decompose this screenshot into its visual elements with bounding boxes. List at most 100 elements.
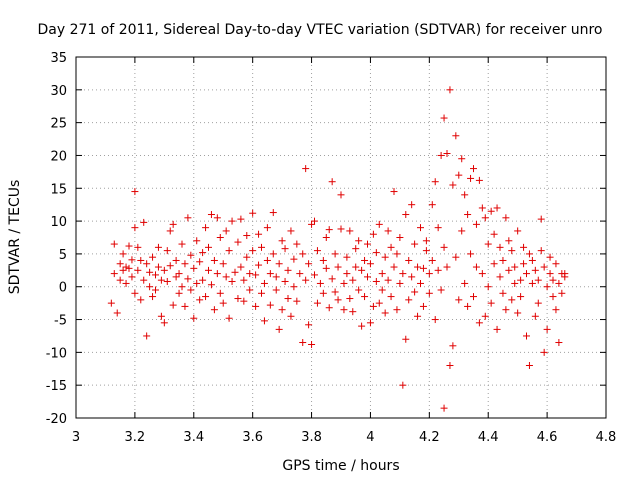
data-point <box>296 270 304 278</box>
data-point <box>278 237 286 245</box>
data-point <box>269 250 277 258</box>
data-point <box>399 381 407 389</box>
data-point <box>202 293 210 301</box>
data-point <box>113 309 121 317</box>
data-point <box>484 283 492 291</box>
data-point <box>361 293 369 301</box>
axis-ticks <box>75 56 607 419</box>
y-tick-label: -5 <box>54 314 67 329</box>
data-point <box>331 288 339 296</box>
data-point <box>281 277 289 285</box>
data-point <box>531 266 539 274</box>
data-point <box>213 270 221 278</box>
x-tick-label: 3 <box>72 430 80 445</box>
data-point <box>349 276 357 284</box>
data-point <box>358 266 366 274</box>
data-point <box>134 243 142 251</box>
data-point <box>402 211 410 219</box>
data-point <box>258 243 265 251</box>
data-point <box>343 253 351 261</box>
data-point <box>511 263 519 271</box>
data-point <box>225 314 233 322</box>
data-point <box>328 178 336 186</box>
data-point <box>299 250 307 258</box>
data-point <box>384 276 392 284</box>
data-point <box>549 293 557 301</box>
data-point <box>146 268 154 276</box>
data-point <box>278 306 286 314</box>
data-point <box>246 286 254 294</box>
data-point <box>381 309 389 317</box>
data-point <box>422 247 430 255</box>
data-point <box>502 306 510 314</box>
data-point <box>290 255 298 263</box>
data-point <box>431 178 439 186</box>
data-point <box>152 271 159 279</box>
data-point <box>464 211 472 219</box>
data-point <box>222 273 230 281</box>
data-point <box>378 270 386 278</box>
plot-area-frame <box>75 56 607 419</box>
x-tick-label: 4 <box>366 430 374 445</box>
data-point <box>417 279 424 287</box>
data-point <box>461 279 469 287</box>
data-point <box>302 276 310 284</box>
data-point <box>472 263 480 271</box>
data-point <box>193 279 201 287</box>
data-point <box>234 295 242 303</box>
data-point <box>131 289 139 297</box>
data-point <box>425 270 433 278</box>
data-point <box>496 273 504 281</box>
data-point <box>390 263 398 271</box>
data-point <box>319 256 327 264</box>
data-point <box>343 270 351 278</box>
data-point <box>369 302 377 310</box>
data-point <box>328 275 336 283</box>
y-tick-label: -15 <box>46 379 67 394</box>
data-point <box>213 214 221 222</box>
data-point <box>366 260 374 268</box>
data-point <box>146 283 154 291</box>
data-point <box>396 279 404 287</box>
data-point <box>128 256 136 264</box>
data-point <box>313 247 321 255</box>
x-tick-label: 4.8 <box>596 430 617 445</box>
data-point <box>549 276 557 284</box>
data-point <box>263 224 271 232</box>
data-point <box>402 335 410 343</box>
data-point <box>243 253 251 261</box>
data-point <box>381 253 389 261</box>
data-point <box>493 325 501 333</box>
data-point <box>434 266 442 274</box>
data-point <box>302 165 310 173</box>
data-point <box>222 227 230 235</box>
data-point <box>428 201 436 209</box>
data-point <box>546 253 554 261</box>
data-point <box>523 270 530 278</box>
data-point <box>505 237 513 245</box>
data-point <box>346 295 354 303</box>
data-point <box>490 230 498 238</box>
data-point <box>134 266 142 274</box>
data-point <box>184 214 192 222</box>
data-point <box>393 306 401 314</box>
data-point <box>255 261 263 269</box>
data-point <box>287 227 295 235</box>
data-point <box>364 240 371 248</box>
data-point <box>443 263 451 271</box>
y-tick-label: 25 <box>50 117 67 132</box>
data-point <box>470 293 477 301</box>
data-point <box>528 279 536 287</box>
data-point <box>396 234 404 241</box>
data-point <box>263 256 271 264</box>
data-point <box>520 243 528 251</box>
y-tick-label: 30 <box>50 84 67 99</box>
data-point <box>534 299 542 307</box>
data-point <box>240 276 248 284</box>
data-point <box>163 277 171 285</box>
data-point <box>543 325 551 333</box>
data-point <box>455 171 463 179</box>
data-point <box>187 286 195 294</box>
data-point <box>372 249 380 257</box>
data-point <box>499 256 507 264</box>
